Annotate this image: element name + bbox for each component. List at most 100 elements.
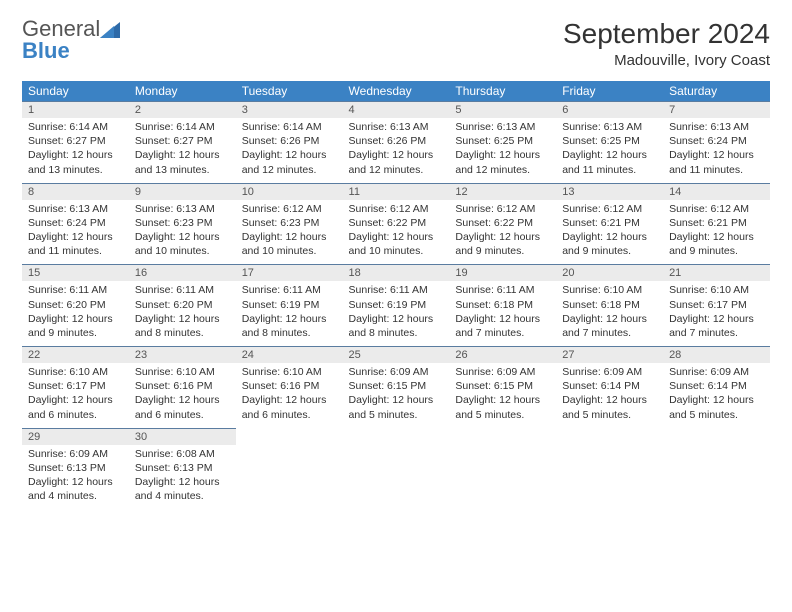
sunset-text: Sunset: 6:23 PM (135, 217, 213, 229)
daylight-text-2: and 11 minutes. (28, 245, 102, 257)
calendar-cell: 6Sunrise: 6:13 AMSunset: 6:25 PMDaylight… (556, 101, 663, 183)
calendar-cell: 7Sunrise: 6:13 AMSunset: 6:24 PMDaylight… (663, 101, 770, 183)
sunset-text: Sunset: 6:27 PM (135, 135, 213, 147)
daylight-text-1: Daylight: 12 hours (349, 394, 434, 406)
daylight-text-2: and 11 minutes. (562, 164, 636, 176)
day-header: Wednesday (343, 81, 450, 101)
sunset-text: Sunset: 6:20 PM (28, 299, 106, 311)
day-number: 19 (449, 264, 556, 281)
day-info: Sunrise: 6:14 AMSunset: 6:27 PMDaylight:… (28, 120, 123, 177)
daylight-text-2: and 6 minutes. (135, 409, 204, 421)
sunset-text: Sunset: 6:20 PM (135, 299, 213, 311)
sunrise-text: Sunrise: 6:09 AM (669, 366, 749, 378)
daylight-text-2: and 8 minutes. (349, 327, 418, 339)
daylight-text-2: and 9 minutes. (562, 245, 631, 257)
day-info: Sunrise: 6:10 AMSunset: 6:16 PMDaylight:… (242, 365, 337, 422)
daylight-text-1: Daylight: 12 hours (28, 394, 113, 406)
daylight-text-1: Daylight: 12 hours (28, 231, 113, 243)
day-info: Sunrise: 6:09 AMSunset: 6:14 PMDaylight:… (562, 365, 657, 422)
calendar-cell: 10Sunrise: 6:12 AMSunset: 6:23 PMDayligh… (236, 183, 343, 265)
day-number: 15 (22, 264, 129, 281)
daylight-text-2: and 4 minutes. (28, 490, 97, 502)
day-number: 17 (236, 264, 343, 281)
day-info: Sunrise: 6:12 AMSunset: 6:22 PMDaylight:… (455, 202, 550, 259)
sunset-text: Sunset: 6:22 PM (455, 217, 533, 229)
sunset-text: Sunset: 6:25 PM (562, 135, 640, 147)
daylight-text-2: and 10 minutes. (135, 245, 210, 257)
calendar-cell: 5Sunrise: 6:13 AMSunset: 6:25 PMDaylight… (449, 101, 556, 183)
daylight-text-1: Daylight: 12 hours (135, 149, 220, 161)
day-number: 23 (129, 346, 236, 363)
day-info: Sunrise: 6:08 AMSunset: 6:13 PMDaylight:… (135, 447, 230, 504)
day-info: Sunrise: 6:11 AMSunset: 6:19 PMDaylight:… (242, 283, 337, 340)
day-info: Sunrise: 6:11 AMSunset: 6:18 PMDaylight:… (455, 283, 550, 340)
sunset-text: Sunset: 6:17 PM (28, 380, 106, 392)
calendar-cell: 12Sunrise: 6:12 AMSunset: 6:22 PMDayligh… (449, 183, 556, 265)
calendar-body: 1Sunrise: 6:14 AMSunset: 6:27 PMDaylight… (22, 101, 770, 509)
day-info: Sunrise: 6:10 AMSunset: 6:17 PMDaylight:… (28, 365, 123, 422)
day-info: Sunrise: 6:10 AMSunset: 6:17 PMDaylight:… (669, 283, 764, 340)
month-title: September 2024 (563, 18, 770, 50)
calendar-cell: 4Sunrise: 6:13 AMSunset: 6:26 PMDaylight… (343, 101, 450, 183)
day-number: 2 (129, 101, 236, 118)
calendar-cell: 3Sunrise: 6:14 AMSunset: 6:26 PMDaylight… (236, 101, 343, 183)
brand-part2: Blue (22, 38, 70, 63)
day-header: Tuesday (236, 81, 343, 101)
sunset-text: Sunset: 6:13 PM (135, 462, 213, 474)
sunset-text: Sunset: 6:13 PM (28, 462, 106, 474)
location-label: Madouville, Ivory Coast (563, 52, 770, 69)
day-header: Saturday (663, 81, 770, 101)
day-number: 25 (343, 346, 450, 363)
calendar-cell: 30Sunrise: 6:08 AMSunset: 6:13 PMDayligh… (129, 428, 236, 510)
daylight-text-2: and 12 minutes. (455, 164, 530, 176)
sunrise-text: Sunrise: 6:13 AM (135, 203, 215, 215)
calendar-cell: 26Sunrise: 6:09 AMSunset: 6:15 PMDayligh… (449, 346, 556, 428)
day-info: Sunrise: 6:13 AMSunset: 6:24 PMDaylight:… (669, 120, 764, 177)
day-number: 29 (22, 428, 129, 445)
calendar-cell: 19 Sunrise: 6:11 AMSunset: 6:18 PMDayligh… (449, 264, 556, 346)
sunset-text: Sunset: 6:21 PM (562, 217, 640, 229)
day-header: Thursday (449, 81, 556, 101)
daylight-text-1: Daylight: 12 hours (135, 394, 220, 406)
sunset-text: Sunset: 6:25 PM (455, 135, 533, 147)
calendar-cell (236, 428, 343, 510)
sunrise-text: Sunrise: 6:10 AM (135, 366, 215, 378)
daylight-text-1: Daylight: 12 hours (135, 313, 220, 325)
sunset-text: Sunset: 6:16 PM (242, 380, 320, 392)
calendar-cell: 15Sunrise: 6:11 AMSunset: 6:20 PMDayligh… (22, 264, 129, 346)
daylight-text-1: Daylight: 12 hours (669, 149, 754, 161)
day-number: 16 (129, 264, 236, 281)
calendar-cell: 9Sunrise: 6:13 AMSunset: 6:23 PMDaylight… (129, 183, 236, 265)
day-info: Sunrise: 6:13 AMSunset: 6:25 PMDaylight:… (455, 120, 550, 177)
calendar-cell: 18Sunrise: 6:11 AMSunset: 6:19 PMDayligh… (343, 264, 450, 346)
daylight-text-1: Daylight: 12 hours (242, 313, 327, 325)
calendar-cell (663, 428, 770, 510)
day-info: Sunrise: 6:13 AMSunset: 6:23 PMDaylight:… (135, 202, 230, 259)
calendar-page: General Blue September 2024 Madouville, … (0, 0, 792, 527)
daylight-text-2: and 9 minutes. (28, 327, 97, 339)
calendar-cell: 24Sunrise: 6:10 AMSunset: 6:16 PMDayligh… (236, 346, 343, 428)
day-number: 14 (663, 183, 770, 200)
day-header-row: Sunday Monday Tuesday Wednesday Thursday… (22, 81, 770, 101)
sail-icon (100, 22, 120, 38)
sunrise-text: Sunrise: 6:10 AM (669, 284, 749, 296)
sunset-text: Sunset: 6:24 PM (28, 217, 106, 229)
day-number: 18 (343, 264, 450, 281)
calendar-cell: 23Sunrise: 6:10 AMSunset: 6:16 PMDayligh… (129, 346, 236, 428)
day-header: Monday (129, 81, 236, 101)
calendar-cell (556, 428, 663, 510)
sunset-text: Sunset: 6:18 PM (562, 299, 640, 311)
calendar-week-row: 15Sunrise: 6:11 AMSunset: 6:20 PMDayligh… (22, 264, 770, 346)
sunrise-text: Sunrise: 6:09 AM (28, 448, 108, 460)
brand-text: General Blue (22, 18, 120, 62)
calendar-cell: 27Sunrise: 6:09 AMSunset: 6:14 PMDayligh… (556, 346, 663, 428)
day-info: Sunrise: 6:12 AMSunset: 6:23 PMDaylight:… (242, 202, 337, 259)
calendar-cell: 25Sunrise: 6:09 AMSunset: 6:15 PMDayligh… (343, 346, 450, 428)
calendar-cell: 14 Sunrise: 6:12 AMSunset: 6:21 PMDayligh… (663, 183, 770, 265)
calendar-week-row: 8 Sunrise: 6:13 AM Sunset: 6:24 PM Daylight… (22, 183, 770, 265)
day-info: Sunrise: 6:12 AMSunset: 6:21 PMDaylight:… (669, 202, 764, 259)
day-number: 8 (22, 183, 129, 200)
day-number: 3 (236, 101, 343, 118)
sunset-text: Sunset: 6:27 PM (28, 135, 106, 147)
daylight-text-2: and 12 minutes. (242, 164, 317, 176)
